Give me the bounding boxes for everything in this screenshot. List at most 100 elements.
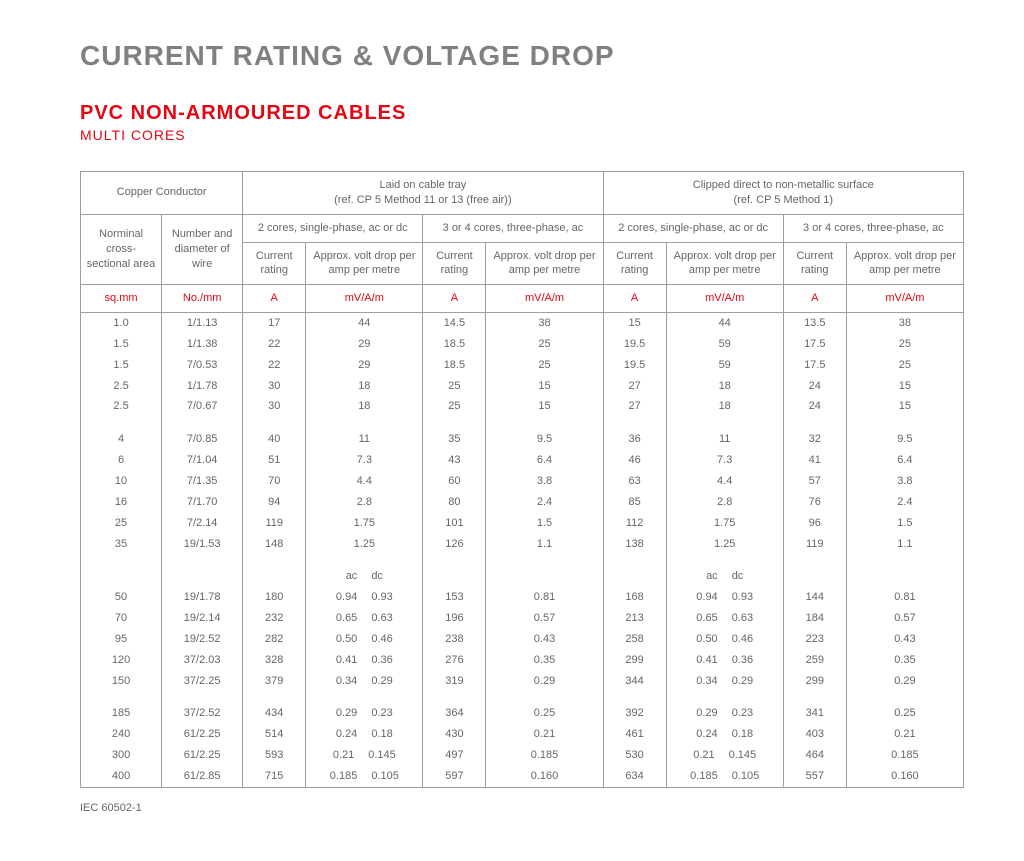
table-cell: 0.57: [846, 608, 963, 629]
table-cell: 44: [306, 313, 423, 334]
table-row: 1.01/1.13174414.538154413.538: [81, 313, 964, 334]
hdr-volt-4: Approx. volt drop per amp per metre: [846, 242, 963, 285]
table-cell: 59: [666, 355, 783, 376]
table-cell: 43: [423, 450, 486, 471]
table-cell: 44: [666, 313, 783, 334]
hdr-3core-a: 3 or 4 cores, three-phase, ac: [423, 214, 603, 242]
table-cell: 557: [783, 766, 846, 787]
table-cell: 0.940.93: [666, 587, 783, 608]
table-row: 167/1.70942.8802.4852.8762.4: [81, 492, 964, 513]
table-cell: 634: [603, 766, 666, 787]
table-cell: 41: [783, 450, 846, 471]
table-cell: 0.160: [486, 766, 603, 787]
table-cell: 148: [243, 534, 306, 555]
table-cell: 259: [783, 650, 846, 671]
table-cell: 17: [243, 313, 306, 334]
table-cell: 35: [423, 429, 486, 450]
table-cell: 25: [846, 355, 963, 376]
table-cell: 14.5: [423, 313, 486, 334]
table-cell: 1.75: [306, 513, 423, 534]
subtitle: PVC NON-ARMOURED CABLES: [80, 102, 964, 125]
table-cell: 38: [486, 313, 603, 334]
table-cell: 19/1.53: [162, 534, 243, 555]
table-cell: 30: [243, 376, 306, 397]
table-cell: 25: [486, 355, 603, 376]
table-cell: 37/2.52: [162, 703, 243, 724]
table-cell: 2.5: [81, 396, 162, 417]
sub-subtitle: MULTI CORES: [80, 127, 964, 143]
table-cell: 341: [783, 703, 846, 724]
table-cell: 17.5: [783, 355, 846, 376]
table-cell: 0.25: [486, 703, 603, 724]
hdr-current-2: Current rating: [423, 242, 486, 285]
table-cell: 153: [423, 587, 486, 608]
hdr-2core-b: 2 cores, single-phase, ac or dc: [603, 214, 783, 242]
table-cell: 61/2.25: [162, 724, 243, 745]
table-cell: 3.8: [486, 471, 603, 492]
table-cell: 7/2.14: [162, 513, 243, 534]
table-body: 1.01/1.13174414.538154413.5381.51/1.3822…: [81, 313, 964, 788]
table-cell: 0.25: [846, 703, 963, 724]
table-cell: 32: [783, 429, 846, 450]
table-cell: 400: [81, 766, 162, 787]
table-cell: 10: [81, 471, 162, 492]
table-cell: 22: [243, 355, 306, 376]
table-cell: 18.5: [423, 334, 486, 355]
table-cell: 0.160: [846, 766, 963, 787]
table-cell: 0.1850.105: [666, 766, 783, 787]
table-cell: 0.21: [486, 724, 603, 745]
ratings-table: Copper Conductor Laid on cable tray (ref…: [80, 171, 964, 788]
table-cell: 0.500.46: [306, 629, 423, 650]
table-row: 30061/2.255930.210.1454970.1855300.210.1…: [81, 745, 964, 766]
table-cell: 19.5: [603, 355, 666, 376]
table-cell: 364: [423, 703, 486, 724]
table-cell: 22: [243, 334, 306, 355]
table-row: 257/2.141191.751011.51121.75961.5: [81, 513, 964, 534]
table-spacer: [81, 554, 964, 566]
hdr-tray: Laid on cable tray (ref. CP 5 Method 11 …: [243, 172, 603, 215]
table-cell: 180: [243, 587, 306, 608]
table-cell: 50: [81, 587, 162, 608]
table-cell: 27: [603, 396, 666, 417]
table-cell: 112: [603, 513, 666, 534]
table-cell: 70: [243, 471, 306, 492]
table-cell: 328: [243, 650, 306, 671]
table-cell: 63: [603, 471, 666, 492]
table-cell: 2.8: [306, 492, 423, 513]
table-row: 9519/2.522820.500.462380.432580.500.4622…: [81, 629, 964, 650]
table-cell: 379: [243, 671, 306, 692]
table-cell: 16: [81, 492, 162, 513]
table-cell: 24: [783, 396, 846, 417]
table-cell: 11: [666, 429, 783, 450]
table-cell: 25: [423, 376, 486, 397]
table-cell: 17.5: [783, 334, 846, 355]
unit-mv-4: mV/A/m: [846, 285, 963, 313]
table-cell: 530: [603, 745, 666, 766]
unit-nomm: No./mm: [162, 285, 243, 313]
table-cell: 27: [603, 376, 666, 397]
table-cell: 1.1: [486, 534, 603, 555]
table-cell: 6: [81, 450, 162, 471]
table-cell: 119: [783, 534, 846, 555]
table-cell: 0.185: [846, 745, 963, 766]
table-cell: 0.29: [846, 671, 963, 692]
table-row: 67/1.04517.3436.4467.3416.4: [81, 450, 964, 471]
table-cell: 15: [846, 396, 963, 417]
table-cell: 57: [783, 471, 846, 492]
table-cell: 514: [243, 724, 306, 745]
hdr-3core-b: 3 or 4 cores, three-phase, ac: [783, 214, 963, 242]
table-cell: 60: [423, 471, 486, 492]
table-cell: 96: [783, 513, 846, 534]
table-row: 1.51/1.38222918.52519.55917.525: [81, 334, 964, 355]
table-cell: 0.21: [846, 724, 963, 745]
table-cell: 15: [603, 313, 666, 334]
unit-a-1: A: [243, 285, 306, 313]
table-row: 2.57/0.673018251527182415: [81, 396, 964, 417]
table-acdc-header: acdcacdc: [81, 566, 964, 587]
table-cell: 185: [81, 703, 162, 724]
table-cell: 15: [486, 396, 603, 417]
table-cell: 61/2.85: [162, 766, 243, 787]
table-cell: 101: [423, 513, 486, 534]
table-cell: 76: [783, 492, 846, 513]
table-cell: 0.240.18: [306, 724, 423, 745]
